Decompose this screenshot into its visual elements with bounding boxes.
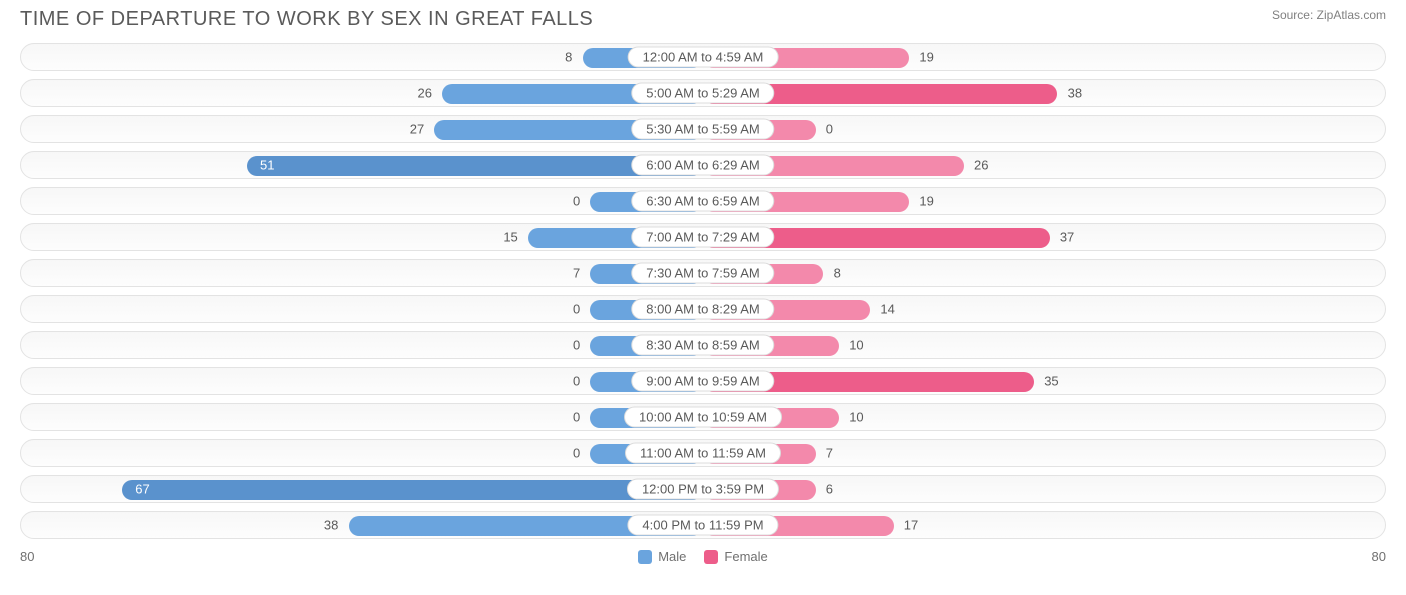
male-value: 7 — [573, 266, 580, 281]
category-label: 9:00 AM to 9:59 AM — [631, 371, 774, 392]
legend-swatch-male — [638, 550, 652, 564]
category-label: 4:00 PM to 11:59 PM — [627, 515, 778, 536]
female-value: 6 — [826, 482, 833, 497]
legend-label-female: Female — [724, 549, 767, 564]
category-label: 12:00 PM to 3:59 PM — [627, 479, 779, 500]
female-value: 35 — [1044, 374, 1058, 389]
table-row: 15 37 7:00 AM to 7:29 AM — [20, 223, 1386, 251]
table-row: 0 14 8:00 AM to 8:29 AM — [20, 295, 1386, 323]
male-value: 15 — [503, 230, 517, 245]
legend-item-female: Female — [704, 549, 767, 564]
category-label: 7:00 AM to 7:29 AM — [631, 227, 774, 248]
female-value: 38 — [1068, 86, 1082, 101]
category-label: 10:00 AM to 10:59 AM — [624, 407, 782, 428]
table-row: 0 35 9:00 AM to 9:59 AM — [20, 367, 1386, 395]
female-value: 10 — [849, 410, 863, 425]
male-value: 0 — [573, 446, 580, 461]
category-label: 6:30 AM to 6:59 AM — [631, 191, 774, 212]
table-row: 27 0 5:30 AM to 5:59 AM — [20, 115, 1386, 143]
legend: Male Female — [638, 549, 768, 564]
chart-header: TIME OF DEPARTURE TO WORK BY SEX IN GREA… — [0, 0, 1406, 43]
female-value: 14 — [880, 302, 894, 317]
male-value: 0 — [573, 302, 580, 317]
category-label: 11:00 AM to 11:59 AM — [625, 443, 781, 464]
legend-item-male: Male — [638, 549, 686, 564]
table-row: 7 8 7:30 AM to 7:59 AM — [20, 259, 1386, 287]
table-row: 67 6 12:00 PM to 3:59 PM — [20, 475, 1386, 503]
female-value: 10 — [849, 338, 863, 353]
category-label: 12:00 AM to 4:59 AM — [628, 47, 779, 68]
butterfly-chart: TIME OF DEPARTURE TO WORK BY SEX IN GREA… — [0, 0, 1406, 574]
male-value: 38 — [324, 518, 338, 533]
category-label: 8:00 AM to 8:29 AM — [631, 299, 774, 320]
female-value: 19 — [919, 194, 933, 209]
category-label: 6:00 AM to 6:29 AM — [631, 155, 774, 176]
table-row: 26 38 5:00 AM to 5:29 AM — [20, 79, 1386, 107]
table-row: 0 7 11:00 AM to 11:59 AM — [20, 439, 1386, 467]
chart-rows: 8 19 12:00 AM to 4:59 AM 26 38 5:00 AM to 5:2… — [0, 43, 1406, 539]
category-label: 7:30 AM to 7:59 AM — [631, 263, 774, 284]
male-value: 27 — [410, 122, 424, 137]
table-row: 8 19 12:00 AM to 4:59 AM — [20, 43, 1386, 71]
female-value: 7 — [826, 446, 833, 461]
male-value: 8 — [565, 50, 572, 65]
male-value: 0 — [573, 338, 580, 353]
female-value: 17 — [904, 518, 918, 533]
male-value: 0 — [573, 194, 580, 209]
axis-left-max: 80 — [20, 549, 34, 564]
chart-title: TIME OF DEPARTURE TO WORK BY SEX IN GREA… — [20, 8, 593, 31]
male-bar — [122, 480, 703, 500]
axis-right-max: 80 — [1372, 549, 1386, 564]
chart-footer: 80 Male Female 80 — [0, 547, 1406, 574]
table-row: 0 10 10:00 AM to 10:59 AM — [20, 403, 1386, 431]
male-value: 0 — [573, 410, 580, 425]
female-value: 26 — [974, 158, 988, 173]
legend-swatch-female — [704, 550, 718, 564]
table-row: 0 10 8:30 AM to 8:59 AM — [20, 331, 1386, 359]
female-value: 19 — [919, 50, 933, 65]
female-value: 37 — [1060, 230, 1074, 245]
female-value: 8 — [834, 266, 841, 281]
male-value: 51 — [260, 158, 274, 173]
category-label: 5:30 AM to 5:59 AM — [631, 119, 774, 140]
category-label: 5:00 AM to 5:29 AM — [631, 83, 774, 104]
female-value: 0 — [826, 122, 833, 137]
table-row: 51 26 6:00 AM to 6:29 AM — [20, 151, 1386, 179]
male-value: 67 — [135, 482, 149, 497]
legend-label-male: Male — [658, 549, 686, 564]
table-row: 0 19 6:30 AM to 6:59 AM — [20, 187, 1386, 215]
table-row: 38 17 4:00 PM to 11:59 PM — [20, 511, 1386, 539]
male-value: 26 — [418, 86, 432, 101]
chart-source: Source: ZipAtlas.com — [1272, 8, 1386, 22]
category-label: 8:30 AM to 8:59 AM — [631, 335, 774, 356]
male-value: 0 — [573, 374, 580, 389]
